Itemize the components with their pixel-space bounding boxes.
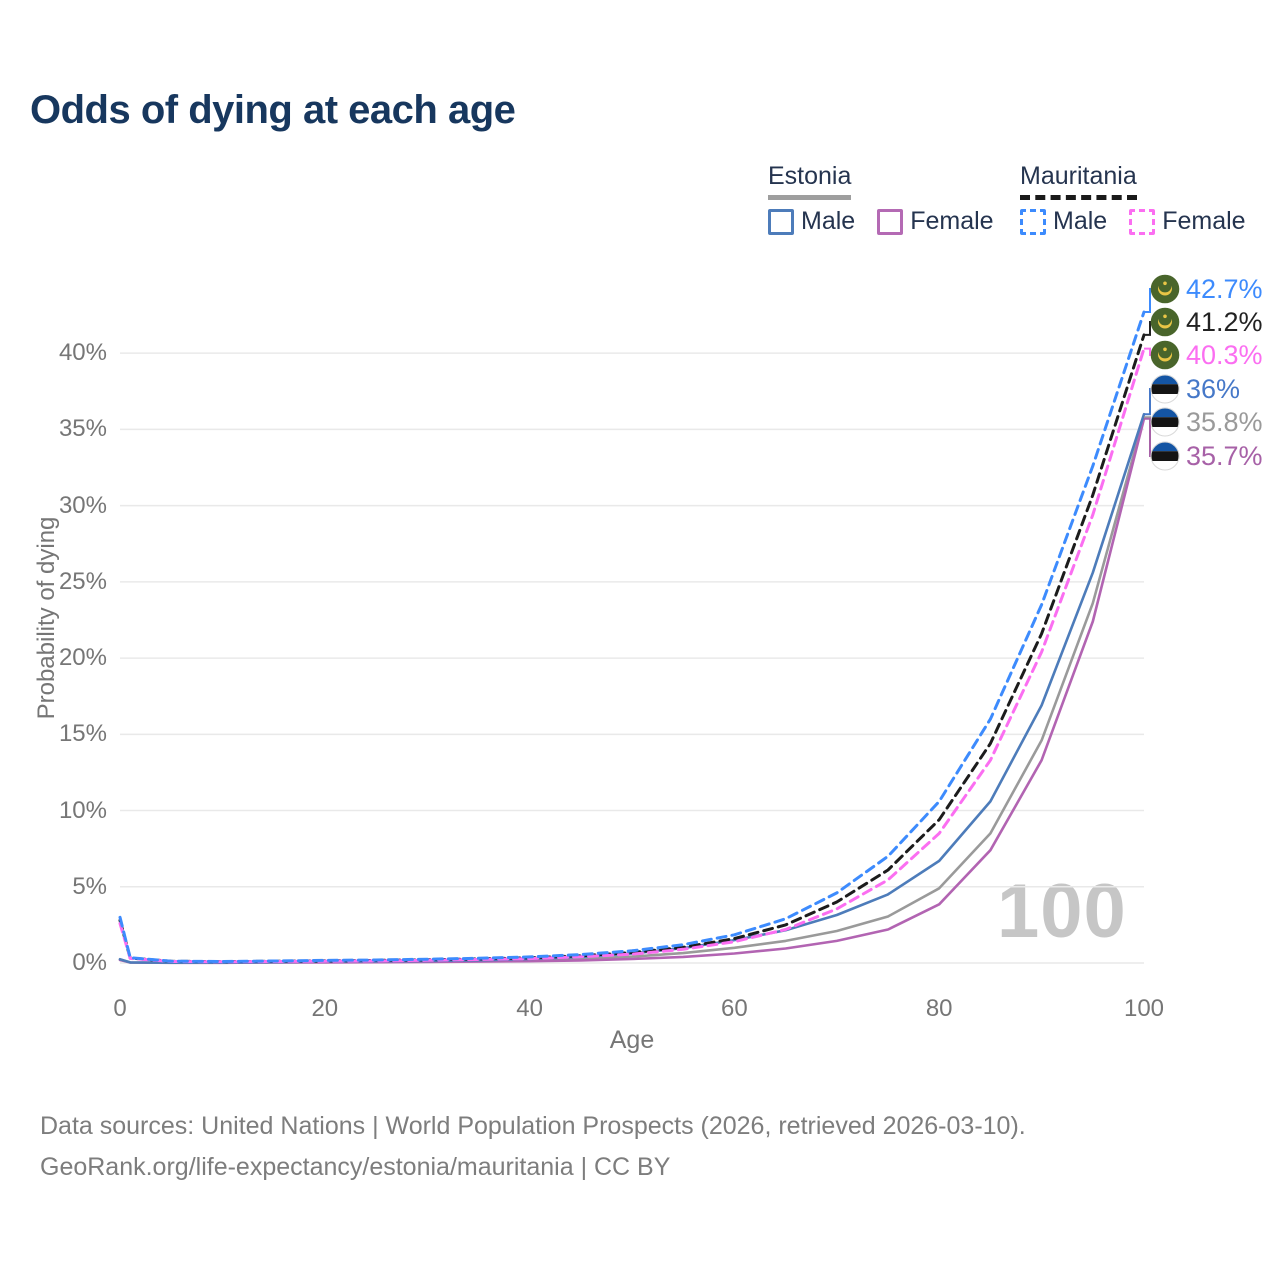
mauritania-flag-icon (1150, 340, 1180, 370)
legend-country-mauritania: Mauritania (1020, 162, 1137, 200)
xtick-label-0: 0 (113, 995, 127, 1022)
estonia-flag-icon (1150, 441, 1180, 471)
end-label-mauritania-female[interactable]: 40.3% (1150, 338, 1263, 372)
y-axis-title: Probability of dying (33, 516, 60, 720)
legend-item-mauritania-female[interactable]: Female (1129, 207, 1246, 236)
legend-swatch-icon (1129, 208, 1156, 235)
legend-group-mauritania: Mauritania Male Female (1020, 162, 1246, 236)
end-label-mauritania-both[interactable]: 41.2% (1150, 305, 1263, 339)
mauritania-flag-icon (1150, 274, 1180, 304)
legend-swatch-icon (877, 208, 904, 235)
end-label-value: 40.3% (1186, 339, 1263, 370)
xtick-label-20: 20 (311, 995, 339, 1022)
legend-country-estonia: Estonia (768, 162, 852, 200)
ytick-label-25: 25% (58, 567, 107, 595)
series-line-estonia-male[interactable] (118, 412, 1146, 965)
legend-item-mauritania-male[interactable]: Male (1020, 207, 1107, 236)
end-label-value: 35.8% (1186, 406, 1263, 437)
ytick-label-10: 10% (58, 796, 107, 824)
legend-item-label: Male (1053, 207, 1108, 235)
legend-item-label: Female (1162, 207, 1246, 235)
xtick-label-60: 60 (721, 995, 748, 1022)
legend-item-label: Female (910, 207, 994, 235)
xtick-label-100: 100 (1123, 995, 1165, 1022)
series-line-mauritania-female[interactable] (118, 347, 1146, 964)
legend-item-estonia-male[interactable]: Male (768, 207, 855, 236)
end-label-value: 35.7% (1186, 440, 1263, 471)
end-label-estonia-female[interactable]: 35.7% (1150, 439, 1263, 473)
legend-swatch-icon (1020, 208, 1046, 235)
series-line-mauritania-male[interactable] (118, 310, 1146, 963)
legend-group-estonia: Estonia Male Female (768, 162, 994, 236)
end-label-value: 42.7% (1186, 273, 1263, 304)
age-counter-watermark: 100 (997, 869, 1127, 954)
legend-item-label: Male (801, 207, 856, 235)
end-label-estonia-male[interactable]: 36% (1150, 372, 1240, 406)
legend-swatch-icon (768, 208, 794, 235)
x-axis-title: Age (609, 1026, 655, 1054)
estonia-flag-icon (1150, 407, 1180, 437)
mauritania-flag-icon (1150, 307, 1180, 337)
legend: Estonia Male Female Mauritania Male Female (0, 0, 1280, 250)
ytick-label-5: 5% (72, 872, 107, 900)
xtick-label-40: 40 (516, 995, 543, 1022)
end-label-mauritania-male[interactable]: 42.7% (1150, 272, 1263, 306)
ytick-label-30: 30% (58, 491, 107, 519)
ytick-label-0: 0% (72, 949, 107, 976)
end-label-estonia-both[interactable]: 35.8% (1150, 405, 1263, 439)
footer: Data sources: United Nations | World Pop… (40, 1106, 1026, 1188)
ytick-label-20: 20% (58, 644, 107, 672)
estonia-flag-icon (1150, 374, 1180, 404)
page-title: Odds of dying at each age (30, 88, 516, 132)
ytick-label-40: 40% (58, 339, 107, 367)
series-line-estonia-both[interactable] (118, 415, 1146, 965)
attribution-text: GeoRank.org/life-expectancy/estonia/maur… (40, 1153, 671, 1181)
ytick-label-15: 15% (58, 720, 107, 748)
data-sources-text: Data sources: United Nations | World Pop… (40, 1112, 1026, 1140)
legend-item-estonia-female[interactable]: Female (877, 207, 994, 236)
series-line-estonia-female[interactable] (118, 417, 1146, 965)
end-label-value: 41.2% (1186, 306, 1263, 337)
end-label-value: 36% (1186, 373, 1241, 404)
ytick-label-35: 35% (58, 415, 107, 443)
xtick-label-80: 80 (925, 995, 953, 1022)
